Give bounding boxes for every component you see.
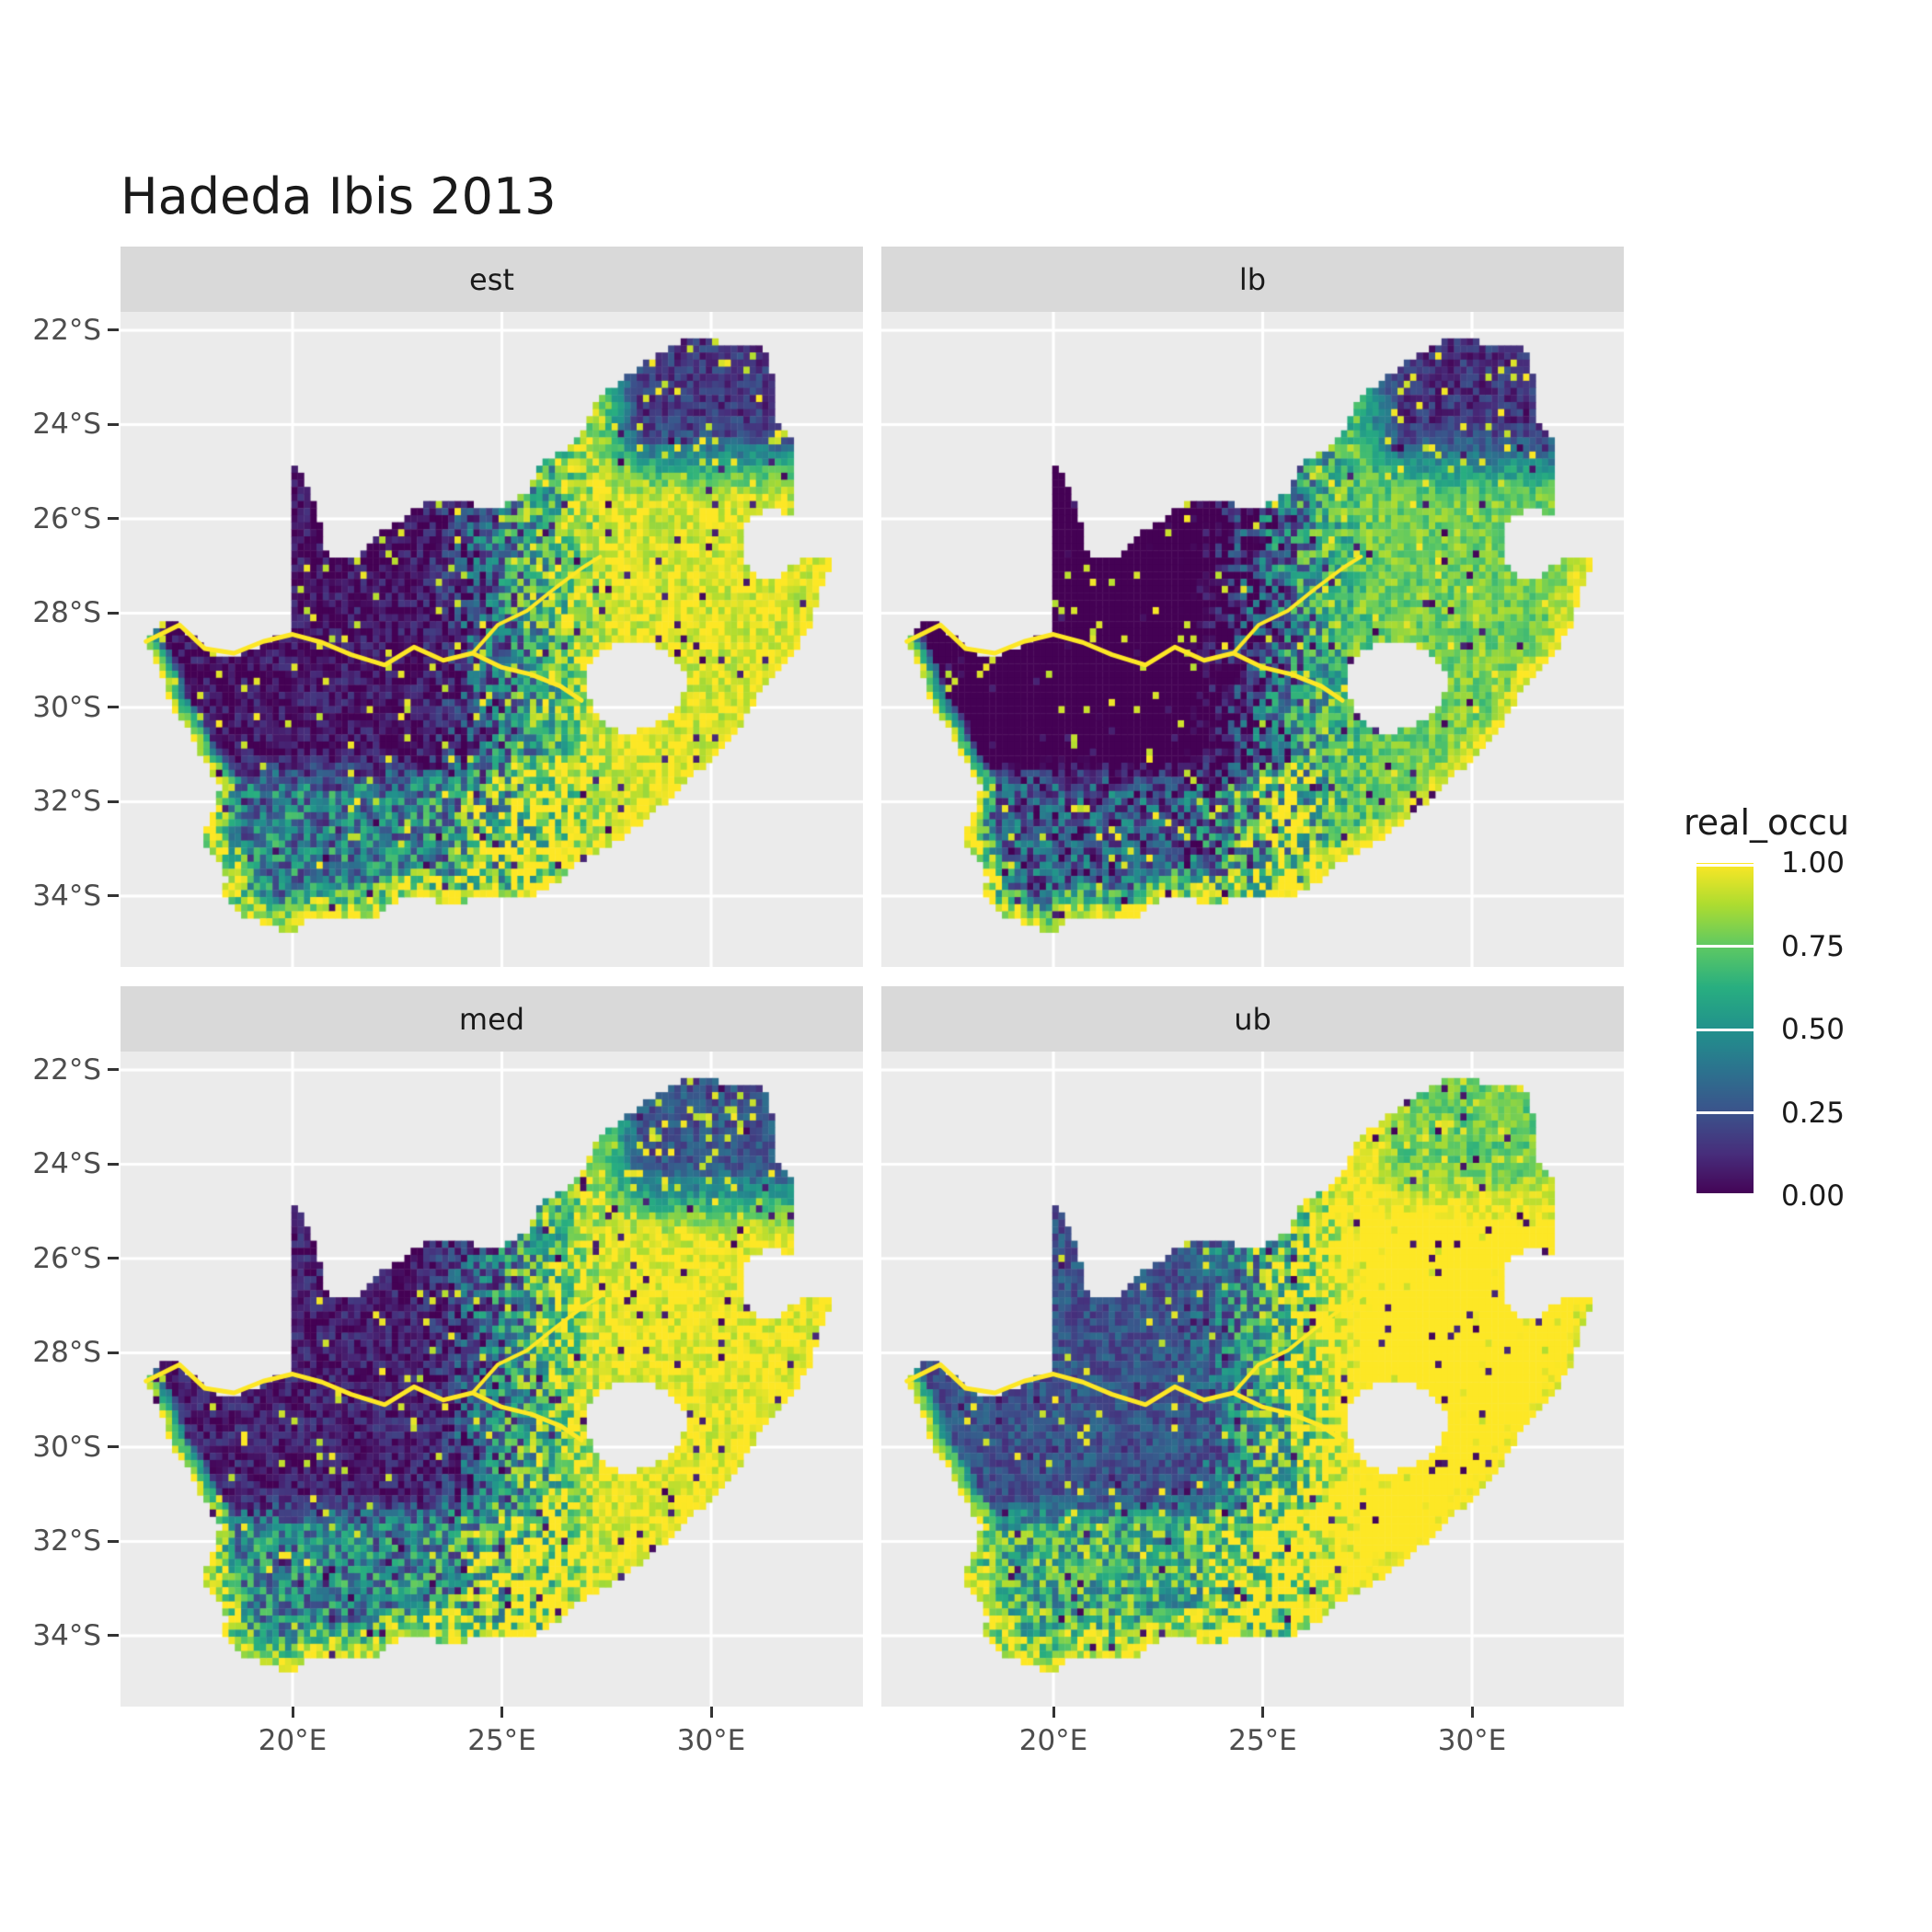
map-panel-med: [121, 1052, 863, 1707]
axis-tick: [1052, 1707, 1055, 1718]
legend-tick: [1696, 1193, 1754, 1196]
axis-tick: [108, 611, 119, 615]
facet-est: est: [121, 247, 863, 967]
legend-tick: [1696, 1028, 1754, 1031]
facet-med: med: [121, 986, 863, 1707]
axis-tick: [108, 517, 119, 521]
map-panel-ub: [881, 1052, 1624, 1707]
facet-strip-ub: ub: [881, 986, 1624, 1052]
y-axis-label: 24°S: [32, 1147, 101, 1181]
y-axis-label: 22°S: [32, 313, 101, 347]
facet-label-lb: lb: [1238, 261, 1267, 297]
y-axis-label: 26°S: [32, 501, 101, 535]
y-axis-label: 32°S: [32, 785, 101, 819]
legend-tick-label: 1.00: [1781, 846, 1846, 880]
y-axis-label: 30°S: [32, 1430, 101, 1464]
x-axis-label: 25°E: [1228, 1724, 1297, 1757]
axis-tick: [108, 799, 119, 803]
facet-label-est: est: [469, 261, 514, 297]
y-axis-label: 22°S: [32, 1052, 101, 1087]
y-axis-label: 28°S: [32, 1336, 101, 1370]
axis-tick: [108, 706, 119, 709]
axis-tick: [709, 1707, 713, 1718]
legend-tick: [1696, 945, 1754, 948]
axis-tick: [108, 1539, 119, 1543]
axis-tick: [1261, 1707, 1264, 1718]
y-axis-label: 24°S: [32, 408, 101, 442]
y-axis-label: 26°S: [32, 1241, 101, 1275]
axis-tick: [108, 894, 119, 898]
legend-title: real_occu: [1684, 802, 1850, 843]
facet-label-ub: ub: [1234, 1001, 1271, 1037]
axis-tick: [108, 1162, 119, 1166]
facet-label-med: med: [458, 1001, 525, 1037]
x-axis-label: 30°E: [1437, 1724, 1507, 1757]
axis-tick: [108, 1068, 119, 1072]
x-axis-label: 30°E: [676, 1724, 746, 1757]
legend-tick: [1696, 1111, 1754, 1114]
axis-tick: [108, 1634, 119, 1638]
map-panel-est: [121, 312, 863, 967]
axis-tick: [108, 1257, 119, 1260]
y-axis-label: 34°S: [32, 879, 101, 913]
legend-tick-label: 0.75: [1781, 929, 1846, 963]
chart-title: Hadeda Ibis 2013: [121, 167, 557, 225]
facet-strip-med: med: [121, 986, 863, 1052]
x-axis-label: 20°E: [258, 1724, 328, 1757]
x-axis-label: 25°E: [467, 1724, 536, 1757]
axis-tick: [1470, 1707, 1474, 1718]
y-axis-label: 34°S: [32, 1618, 101, 1652]
legend-tick: [1696, 864, 1754, 867]
map-panel-lb: [881, 312, 1624, 967]
facet-ub: ub: [881, 986, 1624, 1707]
axis-tick: [291, 1707, 294, 1718]
y-axis-label: 28°S: [32, 596, 101, 630]
y-axis-label: 30°S: [32, 690, 101, 724]
axis-tick: [108, 328, 119, 332]
facet-lb: lb: [881, 247, 1624, 967]
x-axis-label: 20°E: [1018, 1724, 1088, 1757]
axis-tick: [108, 1445, 119, 1449]
legend-tick-label: 0.25: [1781, 1096, 1846, 1130]
legend-colorbar-wrap: 1.00 0.75 0.50 0.25 0.00: [1696, 846, 1845, 1213]
legend-tick-label: 0.00: [1781, 1179, 1846, 1213]
legend-colorbar: [1696, 863, 1754, 1196]
legend: real_occu 1.00 0.75 0.50 0.25 0.00: [1684, 802, 1850, 1213]
legend-tick-label: 0.50: [1781, 1013, 1846, 1046]
axis-tick: [500, 1707, 503, 1718]
axis-tick: [108, 1351, 119, 1354]
facet-strip-est: est: [121, 247, 863, 312]
axis-tick: [108, 422, 119, 426]
y-axis-label: 32°S: [32, 1524, 101, 1558]
facet-strip-lb: lb: [881, 247, 1624, 312]
